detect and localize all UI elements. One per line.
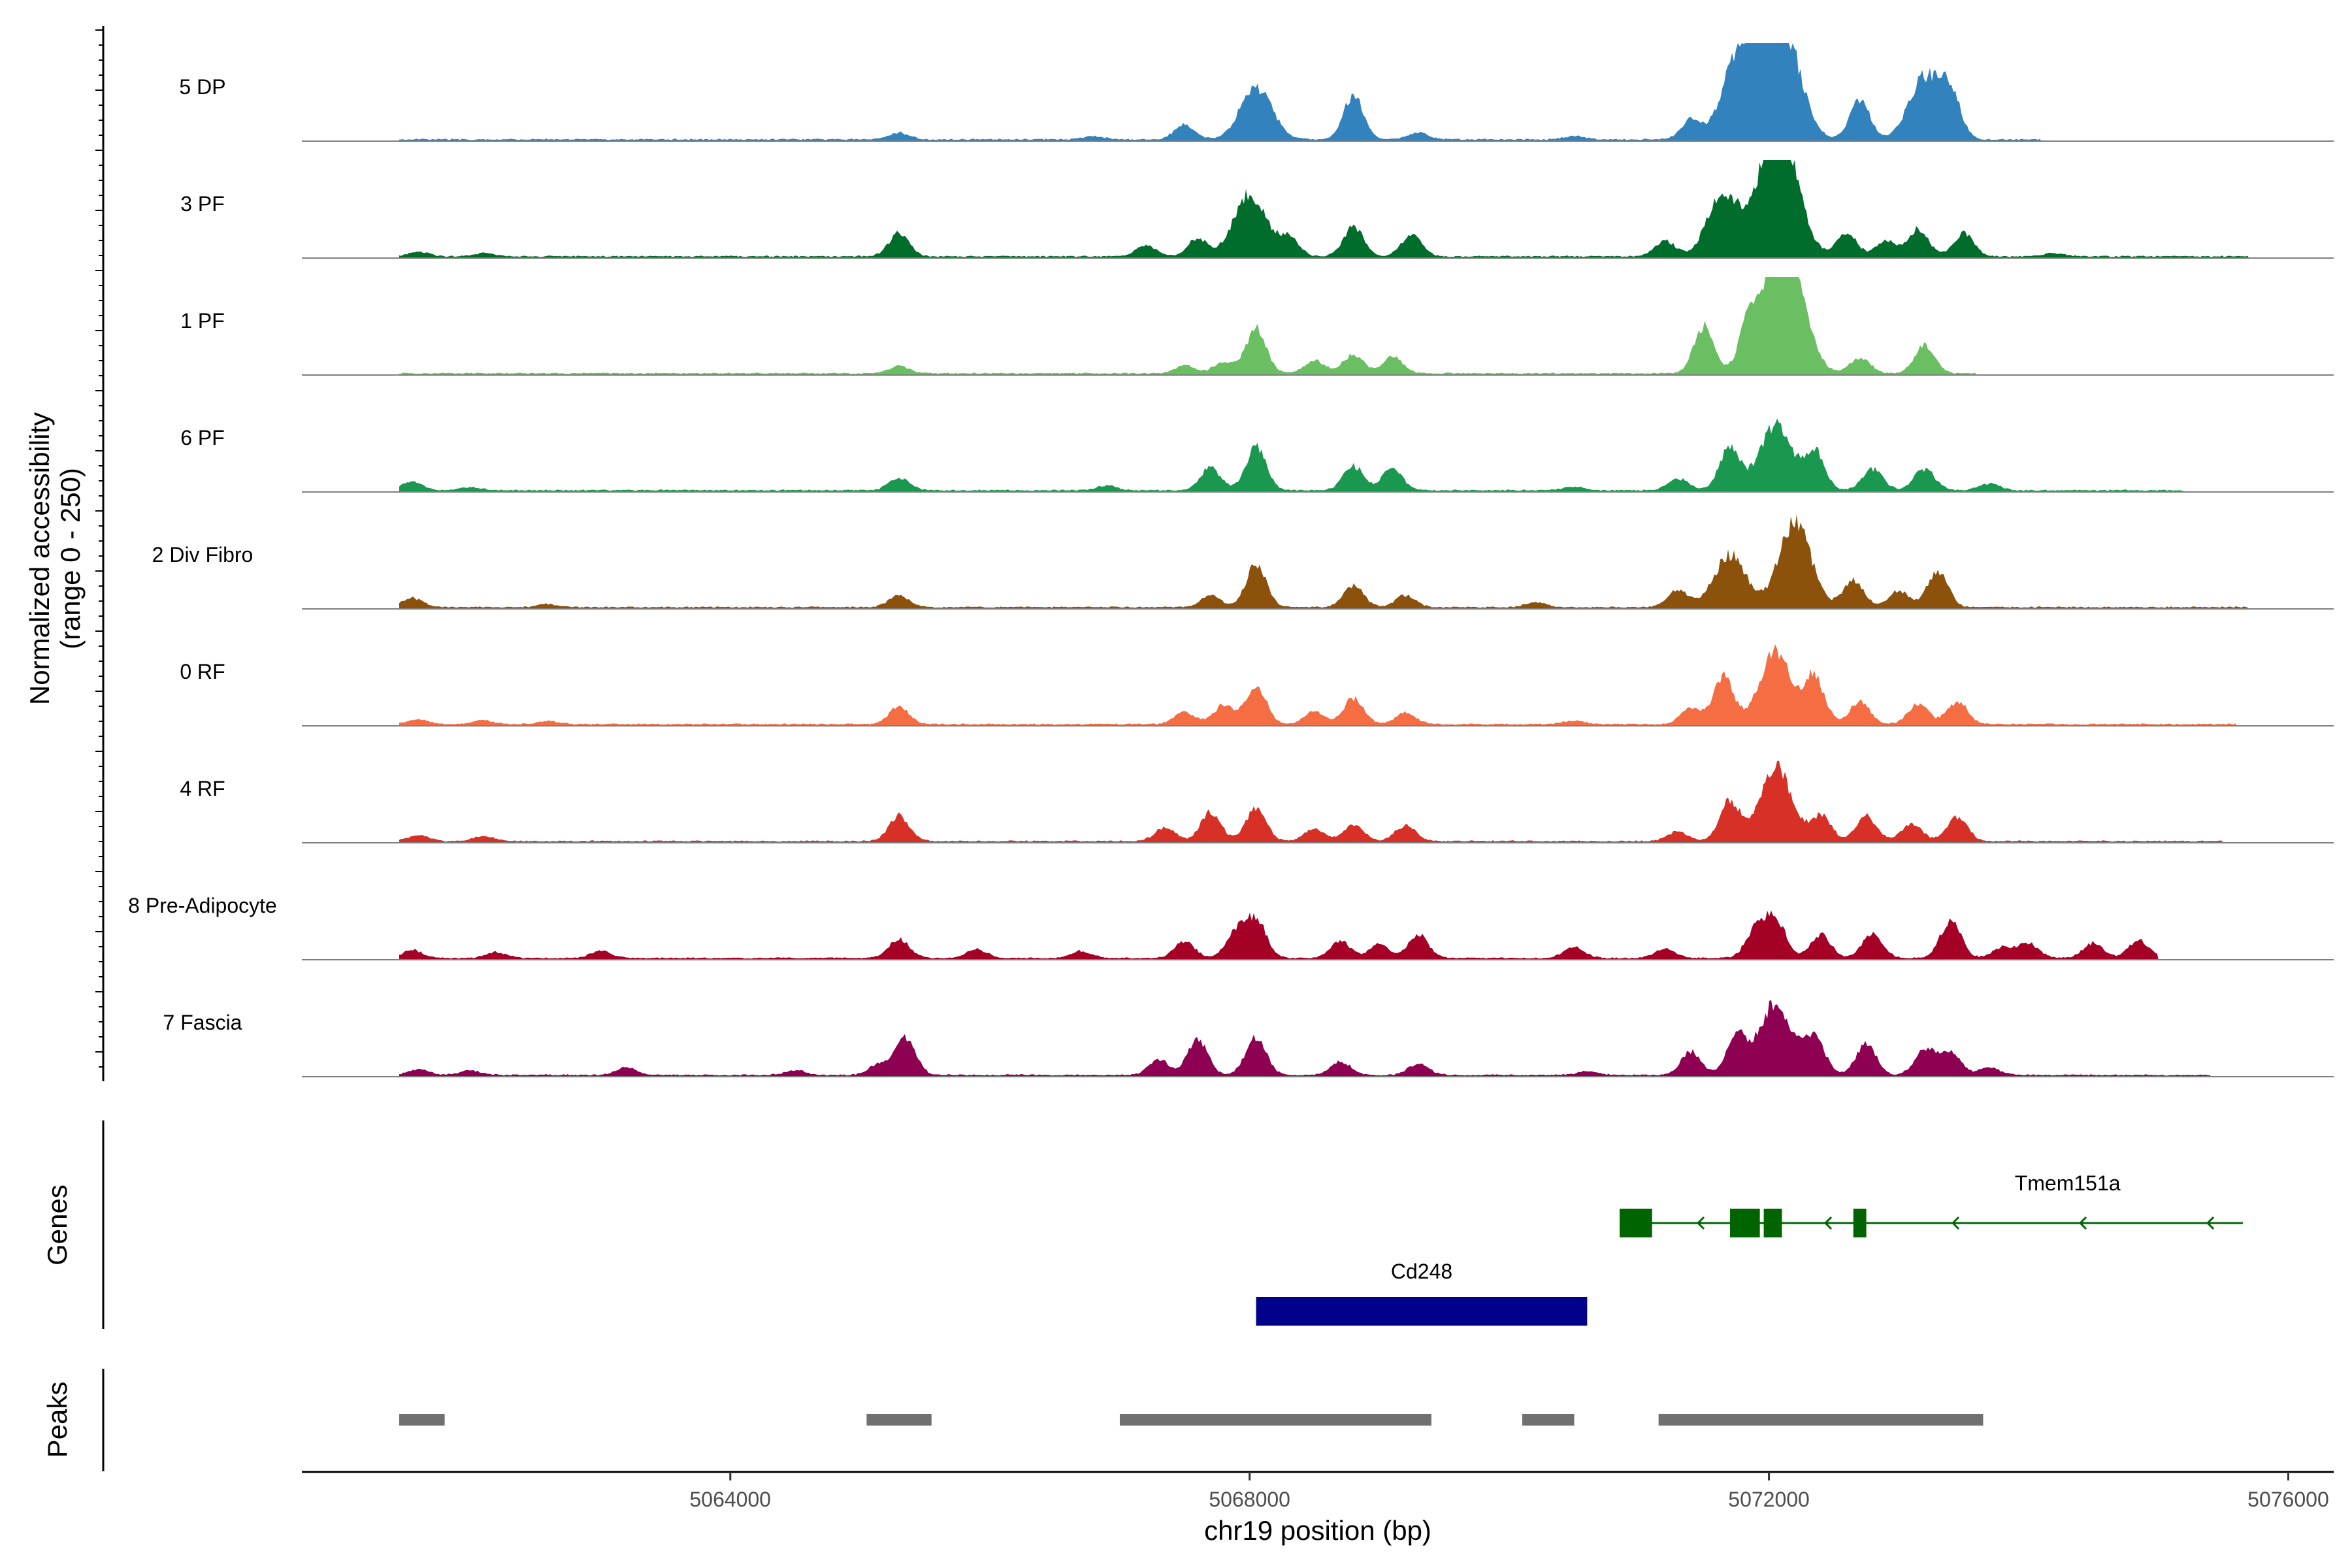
y-axis-title-line1: Normalized accessibility (24, 412, 55, 705)
coverage-area (399, 644, 2236, 726)
strand-arrow (1696, 1216, 1705, 1230)
gene-exon (1620, 1209, 1652, 1237)
x-tick-label: 5068000 (1209, 1488, 1290, 1511)
track-label: 8 Pre-Adipocyte (128, 894, 277, 917)
y-axis-title-line2: (range 0 - 250) (55, 468, 86, 649)
coverage-area (399, 760, 2224, 843)
gene-annotations: Tmem151a Cd248 (1256, 1171, 2243, 1326)
peak-region (1119, 1414, 1431, 1426)
gene-exon (1729, 1209, 1760, 1237)
gene-model: Cd248 (1256, 1260, 1588, 1326)
peak-regions (399, 1414, 1984, 1426)
coverage-area (399, 514, 2249, 609)
x-tick-label: 5064000 (689, 1488, 771, 1511)
track-label: 0 RF (180, 660, 225, 683)
coverage-y-axis (95, 26, 105, 1081)
peak-region (1522, 1414, 1575, 1426)
coverage-area (399, 160, 2249, 258)
peak-region (1658, 1414, 1984, 1426)
coverage-track: 0 RF (180, 644, 2334, 727)
coverage-track: 5 DP (179, 43, 2334, 142)
strand-arrow (2078, 1216, 2087, 1230)
track-label: 6 PF (180, 426, 225, 449)
peak-region (399, 1414, 445, 1426)
coverage-track: 4 RF (180, 760, 2334, 843)
track-label: 7 Fascia (163, 1011, 242, 1034)
x-axis-title: chr19 position (bp) (1204, 1515, 1431, 1546)
strand-arrow (1823, 1216, 1833, 1230)
peaks-track-label: Peaks (42, 1382, 73, 1458)
coverage-track: 8 Pre-Adipocyte (128, 894, 2334, 960)
x-tick-label: 5076000 (2247, 1488, 2329, 1511)
coverage-tracks: 5 DP 3 PF 1 PF 6 PF 2 Div Fibro 0 RF 4 RF 8 Pre… (128, 43, 2334, 1077)
gene-exon (1763, 1209, 1782, 1237)
peak-region (866, 1414, 932, 1426)
track-label: 3 PF (180, 192, 225, 216)
x-tick-label: 5072000 (1728, 1488, 1810, 1511)
gene-model: Tmem151a (1620, 1171, 2243, 1237)
track-label: 1 PF (180, 309, 225, 333)
gene-exon (1853, 1209, 1867, 1237)
genes-track-label: Genes (42, 1184, 73, 1266)
gene-name-label: Tmem151a (2015, 1171, 2121, 1195)
strand-arrow (1951, 1216, 1960, 1230)
track-label: 5 DP (179, 75, 225, 99)
coverage-track: 7 Fascia (163, 1000, 2334, 1077)
gene-exon (1256, 1297, 1588, 1326)
track-label: 4 RF (180, 777, 225, 800)
coverage-track: 3 PF (180, 160, 2334, 259)
coverage-area (399, 277, 1977, 375)
x-axis-ticks: 5064000 5068000 5072000 5076000 (689, 1472, 2329, 1511)
coverage-track: 1 PF (180, 277, 2334, 376)
coverage-track: 2 Div Fibro (152, 514, 2334, 610)
gene-name-label: Cd248 (1391, 1260, 1452, 1283)
coverage-area (399, 43, 2042, 141)
coverage-area (399, 418, 2185, 492)
track-label: 2 Div Fibro (152, 543, 253, 566)
strand-arrow (2206, 1216, 2215, 1230)
coverage-track: 6 PF (180, 418, 2334, 493)
coverage-area (399, 1000, 2211, 1077)
coverage-area (399, 910, 2159, 960)
